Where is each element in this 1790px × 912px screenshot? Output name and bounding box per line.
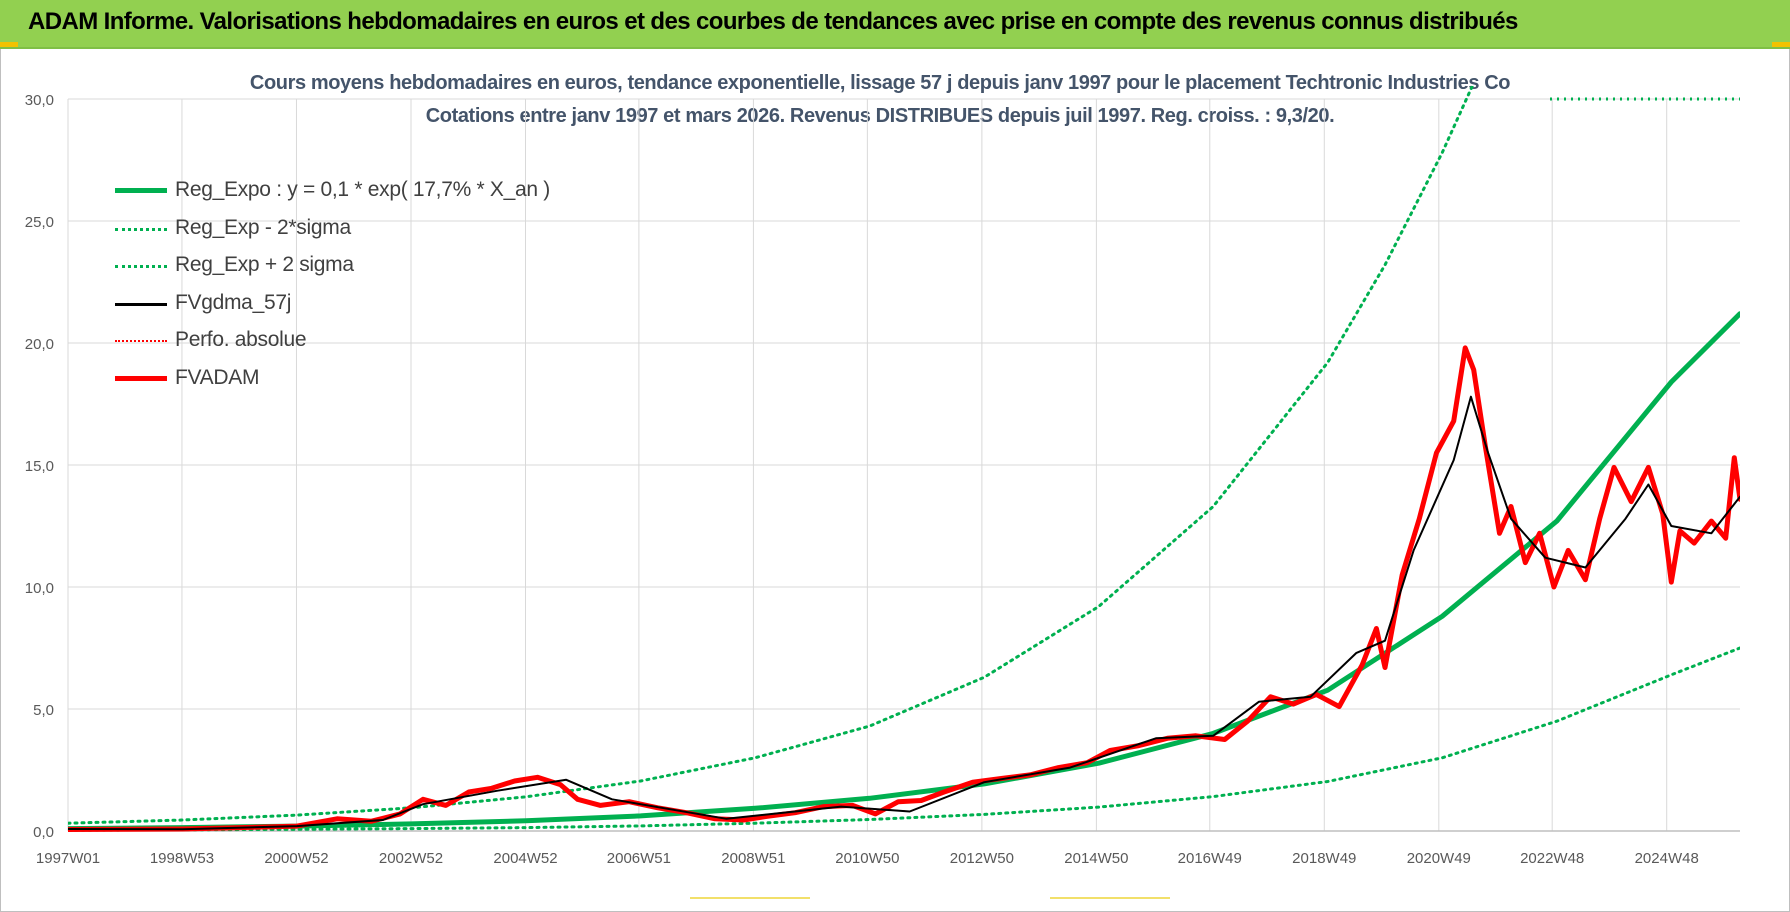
legend-label-perfo: Perfo. absolue — [175, 328, 307, 351]
legend-label-fvgdma: FVgdma_57j — [175, 290, 292, 314]
footer-mark-2 — [1050, 897, 1170, 899]
footer-mark-1 — [690, 897, 810, 899]
legend-label-reg-exp-plus: Reg_Exp + 2 sigma — [175, 253, 354, 276]
legend-swatch-reg-exp-minus — [115, 227, 167, 231]
corner-mark-right — [1772, 42, 1790, 47]
chart-title: Cours moyens hebdomadaires en euros, ten… — [249, 72, 1511, 94]
legend-swatch-reg-exp-plus — [115, 265, 167, 268]
report-title: ADAM Informe. Valorisations hebdomadaire… — [28, 8, 1518, 35]
legend-label-reg-expo: Reg_Expo : y = 0,1 * exp( 17,7% * X_an ) — [175, 178, 550, 201]
legend-swatch-reg-expo — [115, 188, 167, 193]
legend-swatch-perfo — [115, 340, 167, 342]
chart-subtitle: Cotations entre janv 1997 et mars 2026. … — [425, 105, 1335, 127]
legend-label-fvadam: FVADAM — [175, 365, 260, 389]
corner-mark-left — [0, 42, 18, 47]
legend-label-reg-exp-minus: Reg_Exp - 2*sigma — [175, 215, 351, 239]
legend-swatch-fvgdma — [115, 302, 167, 306]
legend-swatch-fvadam — [115, 375, 167, 381]
report-header: ADAM Informe. Valorisations hebdomadaire… — [0, 0, 1790, 49]
